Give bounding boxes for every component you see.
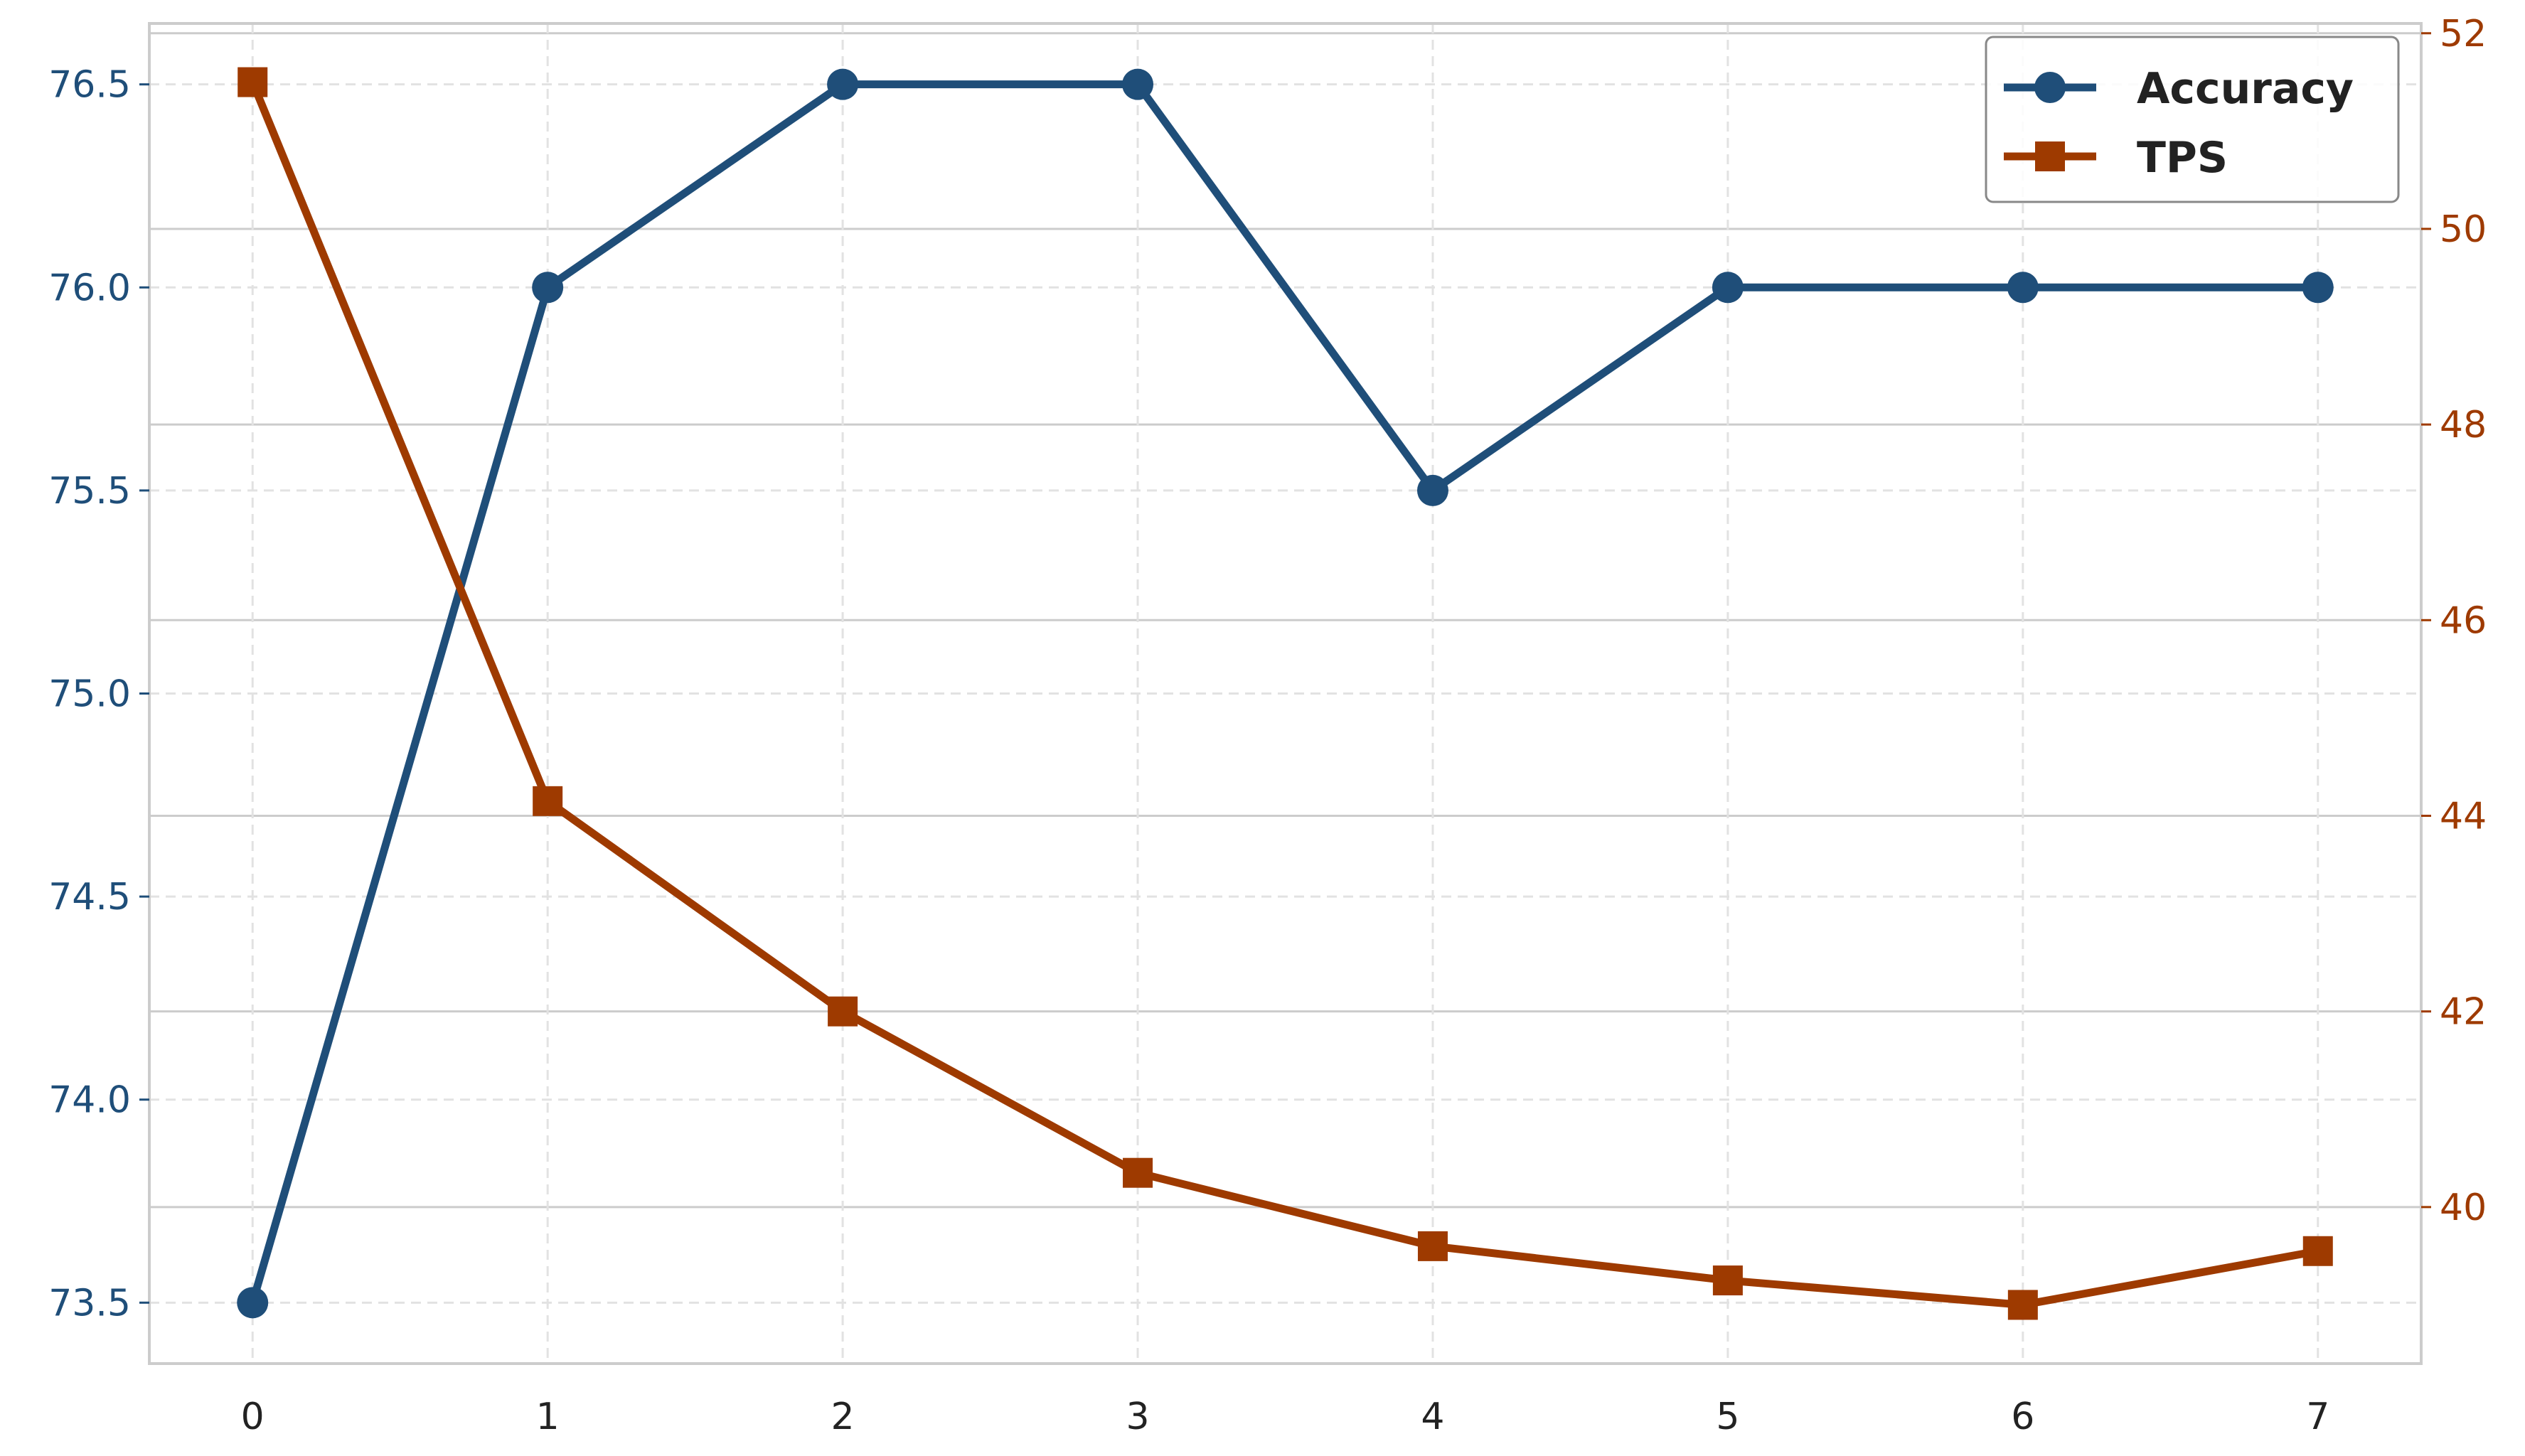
left-tick-label-6: 76.5 bbox=[48, 64, 131, 107]
accuracy-point-1 bbox=[532, 272, 564, 304]
x-tick-label-4: 4 bbox=[1421, 1396, 1444, 1438]
x-tick-label-0: 0 bbox=[241, 1396, 265, 1438]
x-tick-label-7: 7 bbox=[2306, 1396, 2329, 1438]
accuracy-point-7 bbox=[2302, 272, 2334, 304]
left-tick-label-2: 74.5 bbox=[48, 876, 131, 919]
accuracy-point-0 bbox=[237, 1287, 269, 1319]
grid-layer bbox=[149, 23, 2421, 1364]
left-tick-label-3: 75.0 bbox=[48, 673, 131, 716]
tps-point-6 bbox=[2007, 1290, 2038, 1320]
accuracy-series-line bbox=[248, 80, 2322, 1307]
legend-box bbox=[1985, 36, 2400, 203]
right-tick-label-0: 40 bbox=[2440, 1187, 2487, 1229]
tps-point-3 bbox=[1123, 1157, 1153, 1188]
accuracy-point-5 bbox=[1712, 272, 1744, 304]
legend-tps-label: TPS bbox=[2137, 133, 2228, 183]
right-tick-label-1: 42 bbox=[2440, 991, 2487, 1034]
x-tick-label-5: 5 bbox=[1716, 1396, 1739, 1438]
x-tick-label-3: 3 bbox=[1126, 1396, 1149, 1438]
x-tick-label-1: 1 bbox=[536, 1396, 560, 1438]
legend-accuracy-label: Accuracy bbox=[2137, 64, 2354, 114]
tps-point-0 bbox=[237, 67, 268, 97]
axis-layer: 0 1 2 3 4 5 6 7 73.5 74.0 74.5 75.0 75.5 76.0 76.5 40 42… bbox=[48, 13, 2487, 1438]
legend-tps-marker bbox=[2035, 141, 2065, 171]
right-tick-label-4: 48 bbox=[2440, 404, 2487, 446]
tps-point-2 bbox=[828, 996, 858, 1027]
tps-point-5 bbox=[1712, 1265, 1743, 1296]
tps-point-4 bbox=[1417, 1231, 1448, 1261]
left-tick-label-1: 74.0 bbox=[48, 1079, 131, 1122]
tps-point-7 bbox=[2302, 1236, 2333, 1266]
x-tick-label-6: 6 bbox=[2011, 1396, 2034, 1438]
right-tick-label-3: 46 bbox=[2440, 599, 2487, 642]
right-tick-label-2: 44 bbox=[2440, 795, 2487, 837]
legend: Accuracy TPS bbox=[1985, 36, 2400, 203]
right-tick-label-6: 52 bbox=[2440, 13, 2487, 55]
x-tick-label-2: 2 bbox=[831, 1396, 855, 1438]
legend-accuracy-marker bbox=[2034, 72, 2066, 103]
accuracy-point-3 bbox=[1122, 68, 1154, 100]
accuracy-point-4 bbox=[1416, 474, 1448, 506]
left-tick-label-5: 76.0 bbox=[48, 267, 131, 309]
series-layer bbox=[237, 67, 2334, 1320]
left-tick-label-4: 75.5 bbox=[48, 470, 131, 513]
accuracy-point-2 bbox=[827, 68, 859, 100]
right-tick-label-5: 50 bbox=[2440, 208, 2487, 251]
tps-point-1 bbox=[533, 786, 563, 816]
left-tick-label-0: 73.5 bbox=[48, 1282, 131, 1324]
accuracy-point-6 bbox=[2007, 272, 2039, 304]
tps-series-line bbox=[248, 78, 2322, 1309]
